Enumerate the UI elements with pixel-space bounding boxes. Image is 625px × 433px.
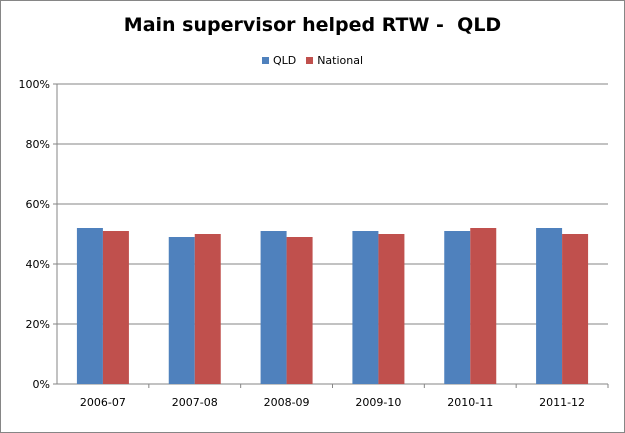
legend-label-national: National bbox=[317, 54, 364, 67]
y-tick-label: 80% bbox=[26, 138, 50, 151]
bar-qld bbox=[444, 231, 471, 384]
bar-national bbox=[102, 231, 129, 384]
bar-qld bbox=[536, 228, 563, 384]
y-tick-label: 0% bbox=[33, 378, 50, 391]
x-tick-label: 2006-07 bbox=[80, 396, 126, 409]
bar-qld bbox=[260, 231, 287, 384]
x-tick-label: 2009-10 bbox=[355, 396, 401, 409]
chart-title: Main supervisor helped RTW - QLD bbox=[123, 14, 502, 36]
legend-swatch-qld bbox=[261, 57, 269, 64]
y-tick-label: 40% bbox=[26, 258, 50, 271]
y-tick-label: 60% bbox=[26, 198, 50, 211]
x-tick-label: 2011-12 bbox=[539, 396, 585, 409]
legend-swatch-national bbox=[306, 57, 314, 64]
legend-label-qld: QLD bbox=[272, 54, 297, 67]
bar-qld bbox=[168, 237, 195, 384]
y-tick-label: 100% bbox=[19, 78, 50, 91]
x-tick-label: 2008-09 bbox=[264, 396, 310, 409]
legend-item-national: National bbox=[306, 54, 363, 67]
chart-legend: QLD National bbox=[0, 54, 625, 67]
plot-area bbox=[57, 84, 608, 384]
legend-item-qld: QLD bbox=[261, 54, 297, 67]
bar-national bbox=[194, 234, 221, 384]
x-tick-label: 2010-11 bbox=[447, 396, 493, 409]
bar-national bbox=[470, 228, 497, 384]
bar-qld bbox=[352, 231, 379, 384]
y-tick-label: 20% bbox=[26, 318, 50, 331]
bar-national bbox=[378, 234, 405, 384]
bar-qld bbox=[76, 228, 103, 384]
x-tick-label: 2007-08 bbox=[172, 396, 218, 409]
bar-national bbox=[562, 234, 589, 384]
bar-national bbox=[286, 237, 313, 384]
